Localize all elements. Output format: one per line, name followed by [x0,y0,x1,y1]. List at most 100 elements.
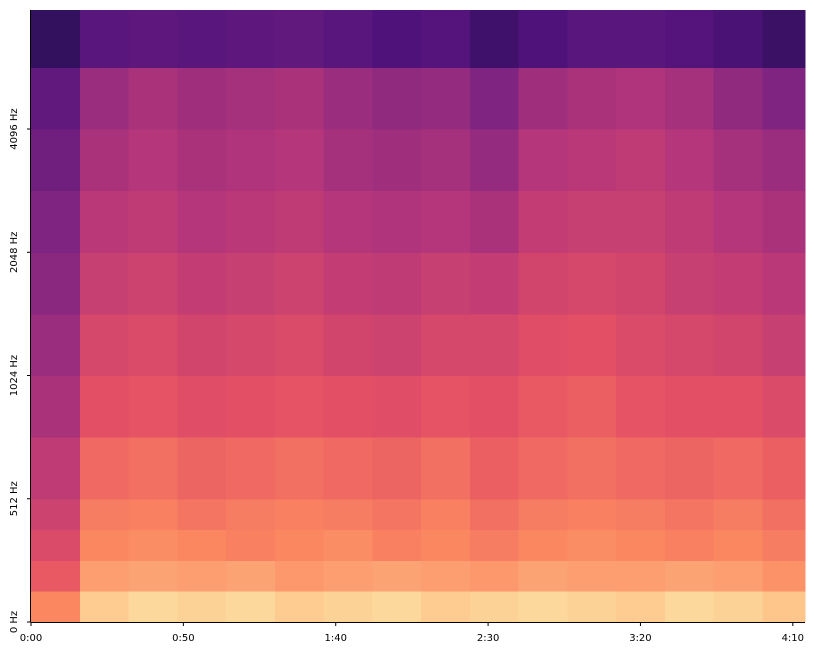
spectrogram-cell [323,252,373,315]
spectrogram-cell [226,313,276,377]
spectrogram-cell [372,190,422,253]
spectrogram-cell [713,313,763,377]
spectrogram-cell [421,129,471,192]
spectrogram-cell [664,252,715,315]
spectrogram-cell [469,190,520,253]
spectrogram-cell [518,437,568,500]
spectrogram-cell [31,313,81,377]
spectrogram-cell [518,560,568,592]
spectrogram-cell [664,313,715,377]
spectrogram-cell [713,375,763,438]
spectrogram-cell [274,10,325,68]
spectrogram-cell [274,190,325,253]
spectrogram-cell [79,498,130,531]
spectrogram-cell [177,313,227,377]
spectrogram-cell [79,252,130,315]
spectrogram-cell [274,252,325,315]
spectrogram-cell [323,313,373,377]
spectrogram-cell [664,560,715,592]
spectrogram-cell [567,129,617,192]
spectrogram-cell [421,498,471,531]
spectrogram-cell [128,375,178,438]
spectrogram-cell [79,437,130,500]
spectrogram-cell [79,529,130,561]
spectrogram-cell [469,437,520,500]
spectrogram-cell [31,129,81,192]
spectrogram-cell [469,498,520,531]
spectrogram-cell [713,437,763,500]
spectrogram-cell [616,252,666,315]
spectrogram-cell [323,190,373,253]
spectrogram-cell [762,10,806,68]
spectrogram-cell [372,313,422,377]
spectrogram-cell [664,437,715,500]
x-tick-label: 4:10 [782,633,804,644]
spectrogram-cell [762,529,806,561]
spectrogram-cell [713,10,763,68]
spectrogram-cell [372,67,422,130]
spectrogram-cell [31,498,81,531]
spectrogram-cell [177,498,227,531]
spectrogram-cell [79,313,130,377]
spectrogram-cell [177,10,227,68]
spectrogram-cell [31,67,81,130]
spectrogram-cell [79,375,130,438]
spectrogram-cell [762,560,806,592]
spectrogram-cell [31,591,81,623]
spectrogram-cell [518,375,568,438]
spectrogram-cell [518,313,568,377]
spectrogram-cell [567,252,617,315]
spectrogram-cell [79,190,130,253]
spectrogram-cell [713,252,763,315]
spectrogram-cell [421,560,471,592]
spectrogram-cell [323,129,373,192]
spectrogram-cell [372,129,422,192]
spectrogram-cell [762,190,806,253]
spectrogram-cell [616,375,666,438]
spectrogram-cell [274,591,325,623]
spectrogram-cell [31,10,81,68]
spectrogram-cell [567,591,617,623]
spectrogram-cell [518,67,568,130]
spectrogram-cell [421,375,471,438]
spectrogram-cell [713,529,763,561]
spectrogram-cell [128,591,178,623]
spectrogram-cell [128,190,178,253]
spectrogram-cell [616,529,666,561]
spectrogram-cell [421,529,471,561]
spectrogram-cell [323,498,373,531]
spectrogram-cell [762,313,806,377]
spectrogram-cell [567,67,617,130]
spectrogram-cell [128,313,178,377]
spectrogram-cell [664,498,715,531]
spectrogram-cell [567,10,617,68]
spectrogram-cell [713,560,763,592]
spectrogram-cell [518,129,568,192]
x-tick-label: 1:40 [324,633,346,644]
spectrogram-cell [372,437,422,500]
spectrogram-cell [762,591,806,623]
spectrogram-cell [616,591,666,623]
spectrogram-cell [226,375,276,438]
spectrogram-cell [664,529,715,561]
spectrogram-cell [762,375,806,438]
spectrogram-cell [177,67,227,130]
spectrogram-cell [226,10,276,68]
spectrogram-cell [567,560,617,592]
spectrogram-cell [274,437,325,500]
spectrogram-cell [713,591,763,623]
spectrogram-cell [323,529,373,561]
spectrogram-cell [567,375,617,438]
spectrogram-cell [274,313,325,377]
y-tick-label: 2048 Hz [9,232,20,273]
spectrogram-cell [664,591,715,623]
spectrogram-cell [664,129,715,192]
spectrogram-cell [274,67,325,130]
spectrogram-cell [226,437,276,500]
spectrogram-cell [469,129,520,192]
spectrogram-cell [31,252,81,315]
y-tick-label: 0 Hz [9,611,20,633]
spectrogram-cell [372,529,422,561]
spectrogram-cell [616,498,666,531]
y-tick-label: 1024 Hz [9,355,20,396]
